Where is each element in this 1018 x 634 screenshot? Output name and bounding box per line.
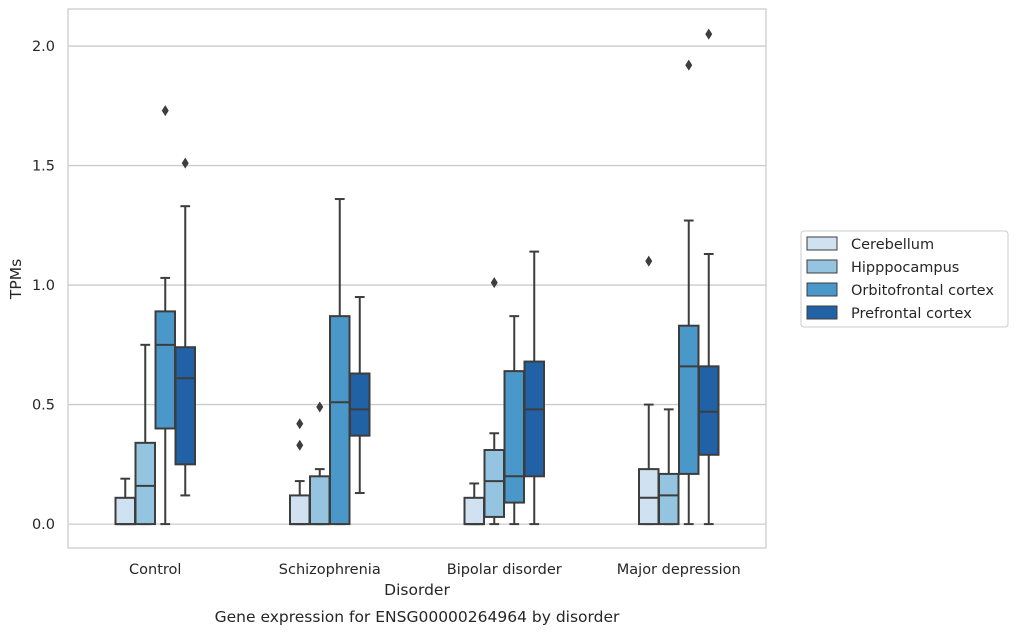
legend-swatch <box>806 282 838 297</box>
box-body <box>503 370 525 504</box>
x-tick-label: Schizophrenia <box>279 562 381 578</box>
box-cerebellum <box>463 482 485 526</box>
plot-background <box>68 9 766 548</box>
box-body <box>309 475 331 526</box>
y-axis-label: TPMs <box>7 259 25 300</box>
box-body <box>174 346 196 466</box>
box-prefrontal-cortex <box>174 157 196 497</box>
box-body <box>463 496 485 526</box>
box-body <box>698 365 720 456</box>
x-tick-label: Control <box>129 562 181 578</box>
y-tick-label: 2.0 <box>32 39 55 55</box>
y-tick-label: 0.0 <box>32 517 55 533</box>
box-body <box>289 494 311 526</box>
x-axis-ticks: Control Schizophrenia Bipolar disorder Majo… <box>129 562 741 578</box>
outlier-point <box>296 439 304 451</box>
box-body <box>114 496 136 526</box>
box-orbitofrontal-cortex <box>154 105 176 526</box>
outlier-point <box>645 255 653 267</box>
box-hipppocampus <box>309 401 331 526</box>
box-groups <box>114 28 720 526</box>
plot-frame <box>67 8 767 549</box>
outlier-point <box>161 105 169 117</box>
x-axis-label: Disorder <box>384 581 450 599</box>
box-body <box>349 372 371 437</box>
box-body <box>523 360 545 478</box>
legend-frame <box>800 230 1009 328</box>
box-body <box>638 468 660 526</box>
box-orbitofrontal-cortex <box>503 315 525 526</box>
outlier-point <box>316 401 324 413</box>
outlier-point <box>181 157 189 169</box>
legend: Cerebellum Hipppocampus Orbitofrontal cort… <box>800 230 1009 328</box>
box-cerebellum <box>289 418 311 526</box>
outlier-point <box>490 277 498 289</box>
y-tick-label: 1.5 <box>32 159 55 175</box>
legend-label: Prefrontal cortex <box>851 306 972 322</box>
legend-swatch <box>806 305 838 320</box>
box-body <box>658 472 680 526</box>
chart-caption: Gene expression for ENSG00000264964 by d… <box>215 608 620 626</box>
box-prefrontal-cortex <box>349 296 371 495</box>
box-body <box>483 449 505 518</box>
box-body <box>154 310 176 430</box>
outlier-point <box>296 418 304 430</box>
box-prefrontal-cortex <box>698 28 720 526</box>
y-axis-ticks: 0.0 0.5 1.0 1.5 2.0 <box>32 39 55 533</box>
legend-swatch <box>806 236 838 251</box>
box-cerebellum <box>638 255 660 526</box>
outlier-point <box>705 28 713 40</box>
box-body <box>134 441 156 526</box>
x-tick-label: Bipolar disorder <box>447 562 562 578</box>
legend-label: Cerebellum <box>851 237 934 253</box>
box-prefrontal-cortex <box>523 250 545 526</box>
box-hipppocampus <box>134 343 156 526</box>
legend-label: Hipppocampus <box>851 260 959 276</box>
legend-swatch <box>806 259 838 274</box>
outlier-point <box>685 59 693 71</box>
box-body <box>329 315 351 526</box>
legend-label: Orbitofrontal cortex <box>851 283 994 299</box>
x-tick-label: Major depression <box>617 562 741 578</box>
box-body <box>678 324 700 475</box>
box-hipppocampus <box>658 408 680 526</box>
y-tick-label: 1.0 <box>32 278 55 294</box>
y-tick-label: 0.5 <box>32 398 55 414</box>
box-orbitofrontal-cortex <box>678 59 700 526</box>
